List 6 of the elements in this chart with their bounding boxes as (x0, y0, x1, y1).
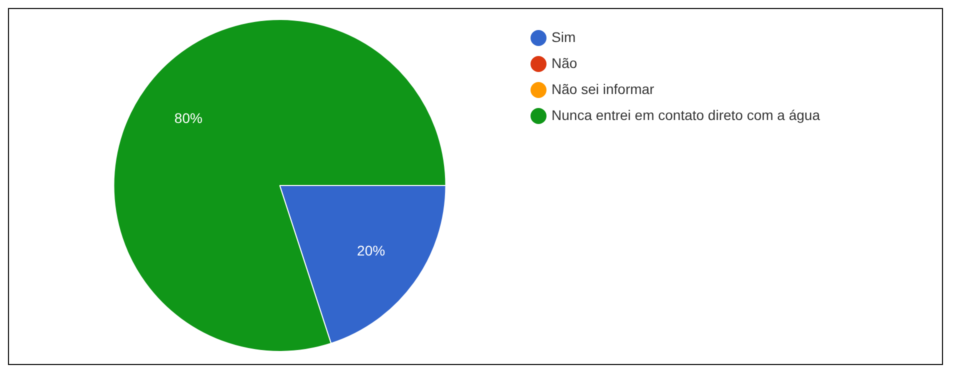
legend-label: Sim (552, 28, 576, 45)
legend-label: Não sei informar (552, 80, 655, 97)
legend-label: Nunca entrei em contato direto com a água (552, 106, 820, 123)
legend-label: Não (552, 54, 578, 71)
data-label: 20% (357, 242, 386, 259)
data-label: 80% (174, 110, 202, 126)
